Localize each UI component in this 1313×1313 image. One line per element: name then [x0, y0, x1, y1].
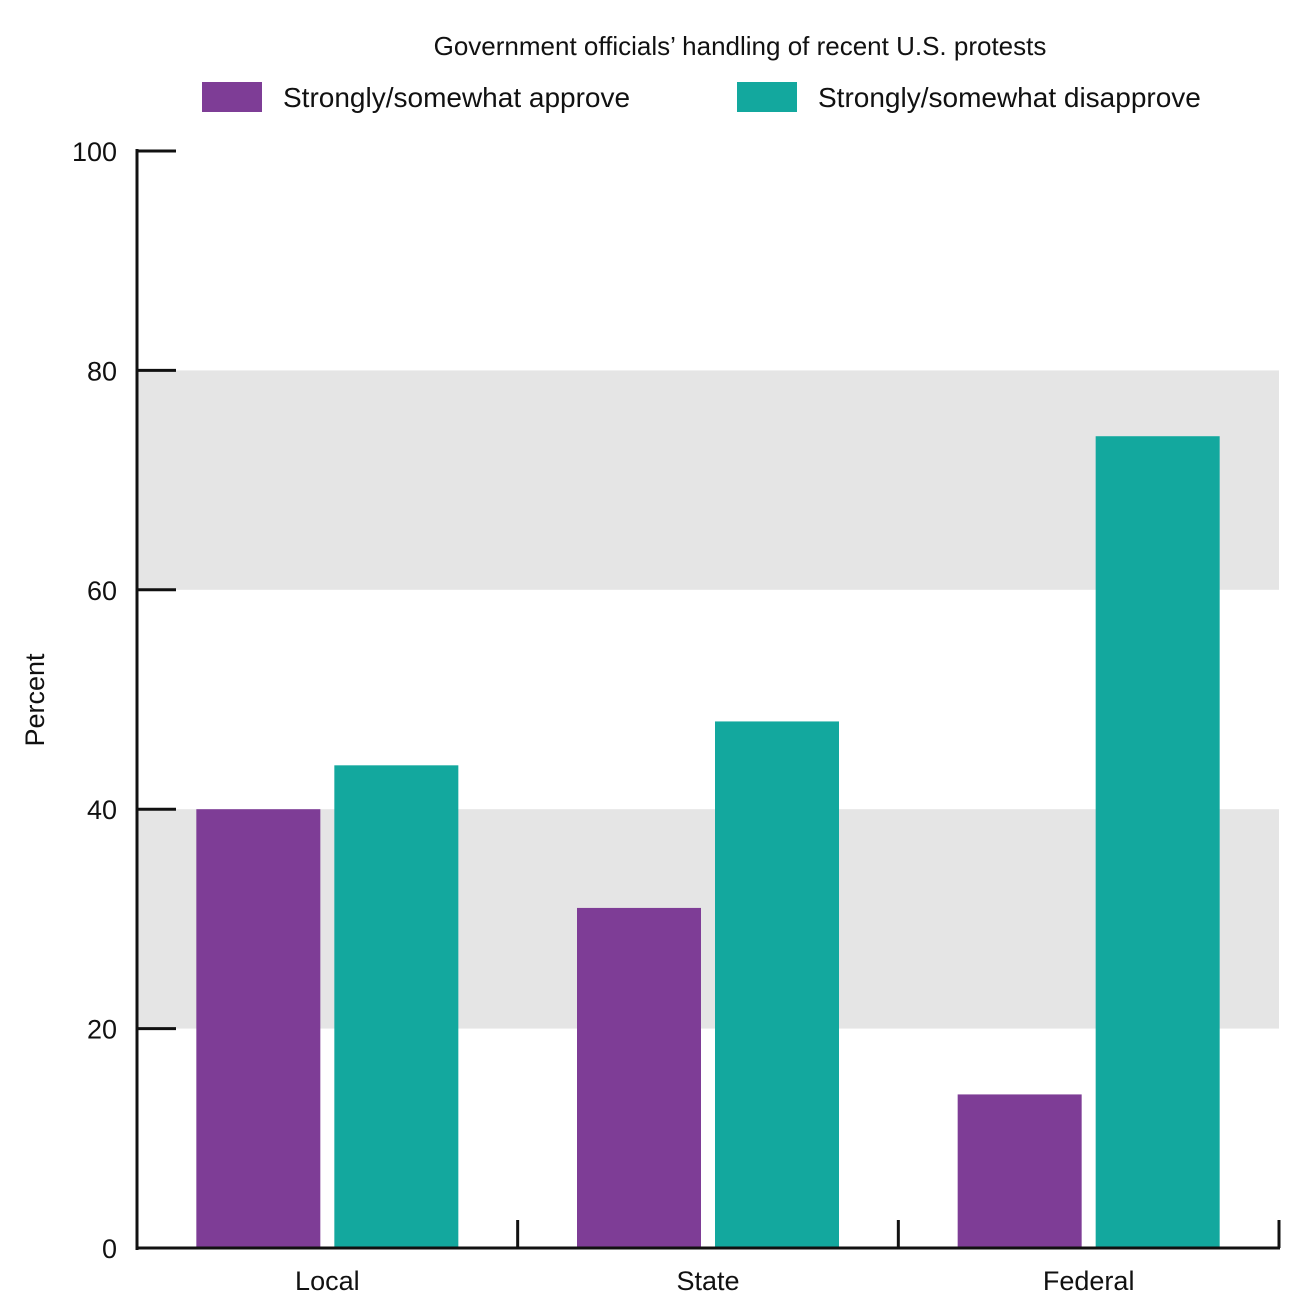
legend-label: Strongly/somewhat approve	[283, 82, 630, 113]
bar-local-disapprove	[334, 765, 459, 1248]
x-tick-label: State	[676, 1266, 739, 1296]
bar-federal-approve	[957, 1094, 1082, 1248]
y-tick-label: 40	[87, 795, 117, 825]
y-axis-label: Percent	[20, 653, 50, 747]
y-tick-label: 60	[87, 576, 117, 606]
y-tick-label: 20	[87, 1015, 117, 1045]
axes: Local State Federal 0 20 40 60 80 100	[72, 137, 1281, 1296]
bar-state-disapprove	[715, 721, 839, 1248]
y-tick-label: 100	[72, 137, 117, 167]
legend-swatch	[202, 82, 262, 112]
y-tick-label: 0	[102, 1234, 117, 1264]
bar-local-approve	[196, 809, 321, 1248]
background-band	[137, 370, 1279, 590]
legend-label: Strongly/somewhat disapprove	[818, 82, 1201, 113]
bar-state-approve	[577, 907, 701, 1248]
background-bands	[137, 370, 1279, 1029]
x-tick-label: Local	[295, 1266, 360, 1296]
x-tick-label: Federal	[1043, 1266, 1135, 1296]
bar-federal-disapprove	[1095, 436, 1220, 1249]
background-band	[137, 809, 1279, 1029]
legend-swatch	[737, 82, 797, 112]
chart-title: Government officials’ handling of recent…	[434, 31, 1047, 61]
legend: Government officials’ handling of recent…	[202, 31, 1201, 113]
y-tick-label: 80	[87, 356, 117, 386]
bars	[196, 436, 1220, 1249]
